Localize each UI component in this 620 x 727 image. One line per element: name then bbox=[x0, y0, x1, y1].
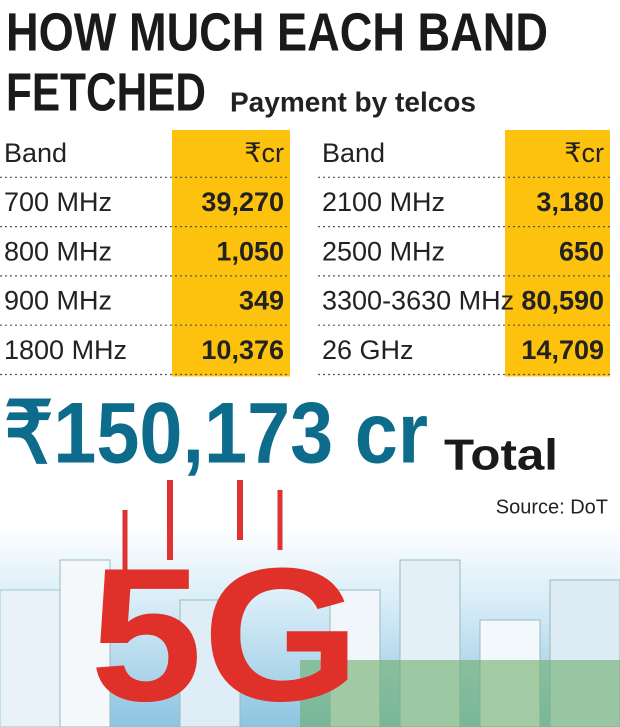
band-cell: 800 MHz bbox=[4, 236, 112, 266]
value-cell: 39,270 bbox=[201, 187, 284, 217]
band-cell: 700 MHz bbox=[4, 187, 112, 217]
total-label: Total bbox=[444, 431, 558, 480]
header-cell: ₹cr bbox=[244, 138, 284, 168]
source: Source: DoT bbox=[496, 496, 608, 518]
band-cell: 26 GHz bbox=[322, 335, 414, 365]
value-column bbox=[505, 130, 610, 377]
header-cell: Band bbox=[4, 138, 67, 168]
title-line-1: HOW MUCH EACH BAND bbox=[6, 2, 548, 62]
title-line-2: FETCHED bbox=[6, 62, 206, 122]
band-cell: 2500 MHz bbox=[322, 236, 445, 266]
value-cell: 10,376 bbox=[201, 335, 284, 365]
band-cell: 3300-3630 MHz bbox=[322, 286, 514, 316]
subtitle: Payment by telcos bbox=[230, 86, 476, 117]
band-cell: 1800 MHz bbox=[4, 335, 127, 365]
value-cell: 1,050 bbox=[216, 236, 284, 266]
header-cell: Band bbox=[322, 138, 385, 168]
total-value: ₹150,173 cr bbox=[4, 386, 428, 482]
value-cell: 3,180 bbox=[536, 187, 604, 217]
illustration: 5G bbox=[0, 480, 620, 727]
band-cell: 2100 MHz bbox=[322, 187, 445, 217]
value-column bbox=[172, 130, 290, 377]
header-cell: ₹cr bbox=[564, 138, 604, 168]
value-cell: 14,709 bbox=[521, 335, 604, 365]
illustration-5g: 5G bbox=[90, 529, 360, 727]
value-cell: 650 bbox=[559, 236, 604, 266]
value-cell: 349 bbox=[239, 286, 284, 316]
band-cell: 900 MHz bbox=[4, 286, 112, 316]
tables: Band ₹cr 700 MHz 39,270 800 MHz 1,050 900 MHz 3… bbox=[0, 130, 610, 377]
value-cell: 80,590 bbox=[521, 286, 604, 316]
